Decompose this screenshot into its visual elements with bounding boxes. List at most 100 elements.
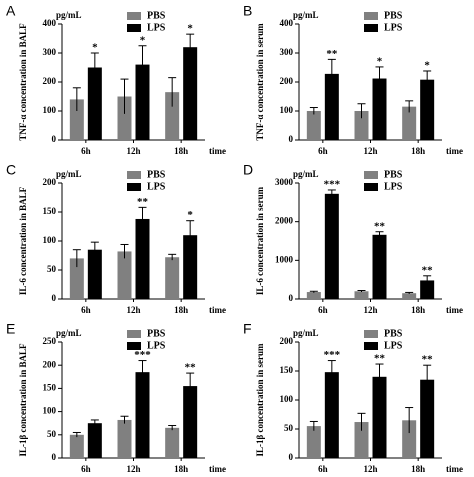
bar xyxy=(372,376,387,458)
y-axis-label: TNF-α concentration in BALF xyxy=(18,23,28,141)
bar xyxy=(135,218,150,299)
y-tick-label: 300 xyxy=(280,47,294,57)
error-bar xyxy=(375,363,384,390)
bar xyxy=(165,427,180,458)
error-bar xyxy=(309,420,318,431)
y-tick-label: 200 xyxy=(43,76,57,86)
error-bar xyxy=(138,206,147,231)
x-tick-label: 12h xyxy=(363,464,377,474)
y-tick-label: 100 xyxy=(280,394,294,404)
error-bar xyxy=(186,33,195,61)
error-bar xyxy=(357,103,366,119)
significance: *** xyxy=(324,178,341,190)
y-tick-label: 2000 xyxy=(275,216,294,226)
error-bar xyxy=(357,412,366,431)
error-bar xyxy=(120,243,129,259)
y-tick-label: 50 xyxy=(47,264,57,274)
bar xyxy=(183,235,198,299)
error-bar xyxy=(168,77,177,107)
x-tick-label: 18h xyxy=(174,146,188,156)
x-tick-label: 18h xyxy=(411,464,425,474)
bar xyxy=(372,78,387,140)
legend-swatch xyxy=(364,24,378,32)
y-tick-label: 1000 xyxy=(275,254,294,264)
legend-label: PBS xyxy=(147,10,166,21)
unit-label: pg/mL xyxy=(293,169,319,179)
error-bar xyxy=(186,220,195,250)
error-bar xyxy=(138,45,147,84)
unit-label: pg/mL xyxy=(293,328,319,338)
y-axis-label: IL-6 concentration in serum xyxy=(255,186,265,295)
y-tick-label: 200 xyxy=(280,76,294,86)
error-bar xyxy=(405,407,414,434)
y-axis-label: IL-1β concentration in serum xyxy=(255,343,265,456)
significance: ** xyxy=(374,220,386,232)
y-tick-label: 200 xyxy=(280,336,294,346)
x-axis-label: time xyxy=(209,146,226,156)
y-tick-label: 50 xyxy=(47,429,57,439)
bar xyxy=(87,249,102,299)
panel-letter: B xyxy=(243,3,252,19)
x-tick-label: 12h xyxy=(363,146,377,156)
bar xyxy=(69,258,84,299)
legend-swatch xyxy=(364,183,378,191)
error-bar xyxy=(120,415,129,424)
x-tick-label: 6h xyxy=(318,464,328,474)
error-bar xyxy=(423,364,432,395)
error-bar xyxy=(168,253,177,261)
significance: ** xyxy=(185,362,197,374)
x-axis-label: time xyxy=(446,146,463,156)
error-bar xyxy=(186,372,195,400)
error-bar xyxy=(72,249,81,268)
y-tick-label: 400 xyxy=(280,18,294,28)
bar xyxy=(135,64,150,140)
y-tick-label: 100 xyxy=(43,235,57,245)
legend-label: PBS xyxy=(384,328,403,339)
y-tick-label: 100 xyxy=(280,105,294,115)
x-tick-label: 12h xyxy=(126,146,140,156)
y-tick-label: 250 xyxy=(43,336,57,346)
y-tick-label: 0 xyxy=(52,134,57,144)
x-tick-label: 6h xyxy=(318,305,328,315)
bar xyxy=(165,257,180,299)
error-bar xyxy=(138,360,147,384)
bar xyxy=(69,99,84,140)
bar xyxy=(183,47,198,141)
y-axis-label: IL-6 concentration in BALF xyxy=(18,186,28,295)
bar xyxy=(87,423,102,458)
bar xyxy=(306,292,321,299)
bar xyxy=(324,73,339,140)
x-tick-label: 18h xyxy=(411,146,425,156)
x-axis-label: time xyxy=(209,464,226,474)
error-bar xyxy=(72,431,81,438)
significance: * xyxy=(92,42,98,54)
bar xyxy=(420,79,435,140)
legend-swatch xyxy=(127,330,141,338)
significance: ** xyxy=(422,264,434,276)
panel-letter: D xyxy=(243,162,253,178)
y-tick-label: 150 xyxy=(43,382,57,392)
bar xyxy=(354,422,369,458)
legend-label: LPS xyxy=(384,340,403,351)
x-axis-label: time xyxy=(209,305,226,315)
error-bar xyxy=(309,290,318,293)
error-bar xyxy=(375,66,384,91)
legend-swatch xyxy=(364,330,378,338)
x-tick-label: 6h xyxy=(81,464,91,474)
legend-label: LPS xyxy=(147,340,166,351)
error-bar xyxy=(423,275,432,286)
panel-letter: E xyxy=(6,321,15,337)
x-tick-label: 18h xyxy=(174,464,188,474)
y-tick-label: 0 xyxy=(289,452,294,462)
legend-swatch xyxy=(364,171,378,179)
legend-label: LPS xyxy=(384,22,403,33)
x-tick-label: 6h xyxy=(318,146,328,156)
x-tick-label: 6h xyxy=(81,305,91,315)
legend-label: PBS xyxy=(147,328,166,339)
y-tick-label: 300 xyxy=(43,47,57,57)
